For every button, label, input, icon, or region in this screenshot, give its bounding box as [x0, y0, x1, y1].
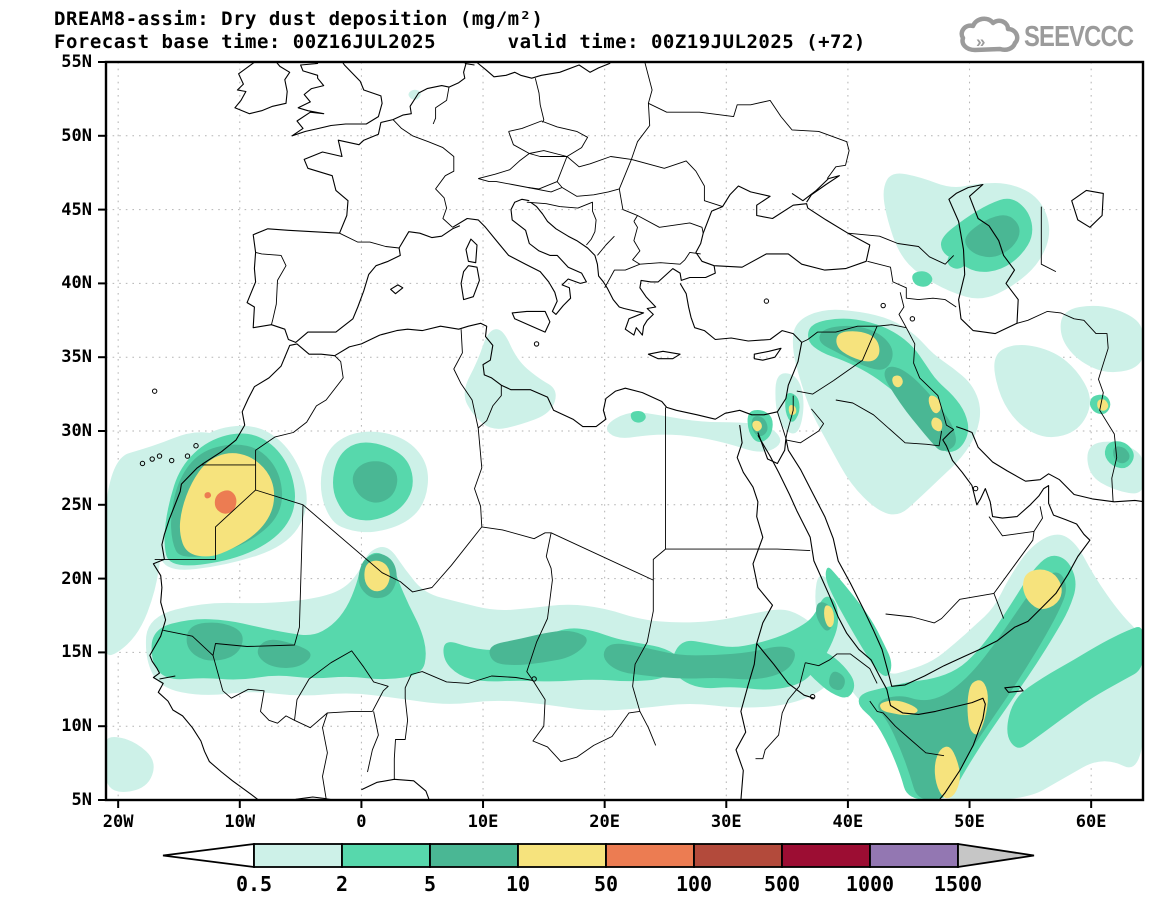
lon-tick-label: 40E — [832, 812, 864, 832]
colorbar-segment — [253, 843, 343, 868]
colorbar-segment — [693, 843, 783, 868]
legend-tick-label: 2 — [335, 872, 349, 896]
dust-contours — [106, 89, 1143, 800]
lon-tick-label: 10W — [224, 812, 256, 832]
colorbar-segment — [781, 843, 871, 868]
lat-tick-label: 10N — [61, 716, 92, 737]
legend-tick-label: 0.5 — [235, 872, 273, 896]
legend-tick-label: 1500 — [933, 872, 983, 896]
svg-text:»: » — [976, 32, 985, 51]
lat-tick-label: 20N — [61, 568, 92, 589]
colorbar-segment — [517, 843, 607, 868]
legend-tick-label: 5 — [423, 872, 437, 896]
legend-tick-label: 500 — [763, 872, 801, 896]
lat-tick-label: 35N — [61, 347, 92, 368]
lat-tick-label: 50N — [61, 125, 92, 146]
colorbar-segment — [341, 843, 431, 868]
lat-tick-label: 45N — [61, 199, 92, 220]
forecast-valid-time: Forecast base time: 00Z16JUL2025 valid t… — [54, 31, 866, 53]
lat-tick-label: 15N — [61, 642, 92, 663]
colorbar — [162, 842, 1035, 869]
seevccc-logo: » SEEVCCC — [958, 14, 1157, 60]
lon-tick-label: 30E — [710, 812, 742, 832]
lon-tick-label: 20E — [589, 812, 621, 832]
page-title: DREAM8-assim: Dry dust deposition (mg/m²… — [54, 8, 544, 30]
lat-tick-label: 55N — [61, 52, 92, 72]
legend-tick-label: 100 — [675, 872, 713, 896]
colorbar-segment — [429, 843, 519, 868]
lon-tick-label: 60E — [1075, 812, 1107, 832]
plot-area — [106, 62, 1143, 800]
legend-tick-label: 50 — [593, 872, 619, 896]
colorbar-segment — [605, 843, 695, 868]
lat-tick-label: 40N — [61, 273, 92, 294]
cloud-icon: » — [959, 16, 1020, 53]
country-borders — [154, 62, 1118, 799]
lat-tick-label: 5N — [71, 790, 92, 810]
lon-tick-label: 0 — [356, 812, 367, 832]
logo-text: SEEVCCC — [1023, 20, 1134, 53]
axis-ticks — [98, 61, 1093, 808]
colorbar-segment — [869, 843, 959, 868]
lat-tick-label: 25N — [61, 494, 92, 515]
lon-tick-label: 10E — [467, 812, 499, 832]
legend-tick-label: 10 — [505, 872, 531, 896]
lon-tick-label: 20W — [102, 812, 134, 832]
legend-tick-label: 1000 — [845, 872, 895, 896]
lon-tick-label: 50E — [954, 812, 985, 832]
coastlines — [139, 62, 1143, 800]
colorbar-above-arrow — [957, 842, 1035, 869]
lat-tick-label: 30N — [61, 421, 92, 441]
